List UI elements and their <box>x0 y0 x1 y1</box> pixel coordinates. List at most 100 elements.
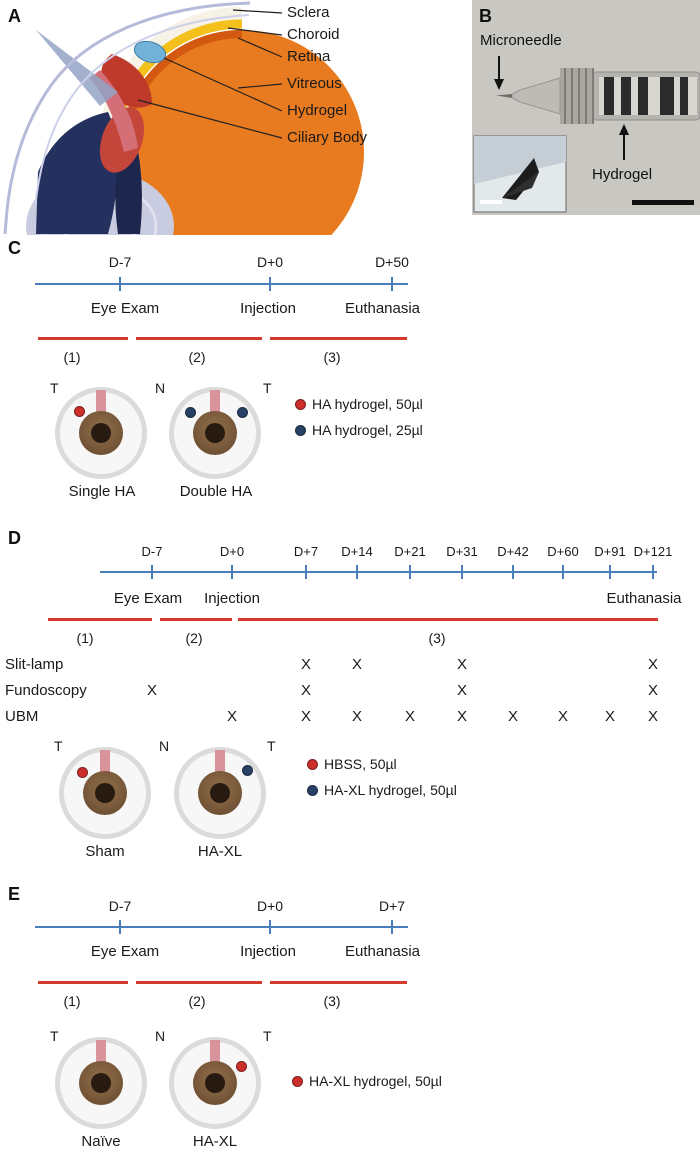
injection-dot-red <box>77 767 88 778</box>
phase-bar <box>270 337 407 340</box>
cornea-outline <box>3 1 251 235</box>
phase-bar <box>38 981 128 984</box>
exam-mark: X <box>604 708 615 725</box>
phase-bar <box>136 337 262 340</box>
tick <box>609 565 611 579</box>
phase-label: (3) <box>428 630 446 646</box>
exam-row-label: Fundoscopy <box>5 682 87 699</box>
pupil <box>95 783 115 803</box>
phase-bar <box>136 981 262 984</box>
tick-label: D+0 <box>219 544 245 559</box>
anatomy-label-vitreous: Vitreous <box>287 75 342 92</box>
tick <box>512 565 514 579</box>
injection-strip <box>210 390 220 412</box>
injection-dot-blue <box>237 407 248 418</box>
phase-bar <box>160 618 232 621</box>
tick <box>356 565 358 579</box>
injection-dot-blue <box>185 407 196 418</box>
anatomy-label-choroid: Choroid <box>287 26 340 43</box>
legend-dot-red <box>292 1076 303 1087</box>
tick-label: D-7 <box>108 898 132 914</box>
injection-dot-red <box>74 406 85 417</box>
phase-label: (3) <box>323 993 341 1009</box>
panel-e-letter: E <box>8 884 21 904</box>
event-label: Eye Exam <box>90 300 160 317</box>
phase-bar <box>238 618 658 621</box>
luer-collar <box>560 68 594 124</box>
tick-label: D-7 <box>108 254 132 270</box>
panel-c-letter: C <box>8 238 21 258</box>
panel-b-letter: B <box>479 6 492 26</box>
legend-label: HBSS, 50µl <box>324 756 397 772</box>
panel-a-letter: A <box>8 6 21 26</box>
exam-row-label: Slit-lamp <box>5 656 64 673</box>
phase-label: (2) <box>188 349 206 365</box>
anatomy-label-ciliary-body: Ciliary Body <box>287 129 368 146</box>
exam-mark: X <box>456 656 467 673</box>
event-label: Eye Exam <box>90 943 160 960</box>
exam-mark: X <box>647 682 658 699</box>
tick-label: D+7 <box>378 898 406 914</box>
side-label-temporal: T <box>263 380 272 396</box>
eye-diagram-single-ha <box>55 387 147 479</box>
panel-d-letter: D <box>8 528 21 548</box>
legend-dot-red <box>307 759 318 770</box>
exam-mark: X <box>300 682 311 699</box>
eye-anatomy-illustration <box>3 1 364 235</box>
vitreous-body <box>120 30 364 235</box>
event-label: Euthanasia <box>606 590 682 607</box>
phase-label: (2) <box>185 630 203 646</box>
phase-label: (1) <box>63 993 81 1009</box>
phase-label: (2) <box>188 993 206 1009</box>
phase-label: (1) <box>63 349 81 365</box>
tick <box>409 565 411 579</box>
exam-mark: X <box>507 708 518 725</box>
event-label: Euthanasia <box>344 300 421 317</box>
tick <box>391 920 393 934</box>
anatomy-label-retina: Retina <box>287 48 331 65</box>
event-label: Injection <box>204 590 260 607</box>
tick-label: D+0 <box>256 254 284 270</box>
legend-label: HA hydrogel, 25µl <box>312 422 423 438</box>
pupil <box>91 1073 111 1093</box>
eye-name: Double HA <box>179 483 253 500</box>
tick-label: D+21 <box>394 544 426 559</box>
eye-diagram-ha-xl <box>169 1037 261 1129</box>
tick-label: D+121 <box>633 544 673 559</box>
phase-label: (3) <box>323 349 341 365</box>
phase-bar <box>270 981 407 984</box>
exam-mark: X <box>300 708 311 725</box>
exam-mark: X <box>146 682 157 699</box>
injection-strip <box>215 750 225 772</box>
eye-name: HA-XL <box>197 843 243 860</box>
injection-strip <box>96 1040 106 1062</box>
injection-strip <box>100 750 110 772</box>
side-label-nasal: N <box>155 380 166 396</box>
tick <box>231 565 233 579</box>
tick-label: D+50 <box>375 254 409 270</box>
tick-label: D+7 <box>293 544 319 559</box>
side-label-nasal: N <box>155 1028 166 1044</box>
tick-label: D+42 <box>497 544 529 559</box>
phase-bar <box>48 618 152 621</box>
exam-row-label: UBM <box>5 708 39 725</box>
anatomy-label-hydrogel: Hydrogel <box>287 102 348 119</box>
tick <box>269 277 271 291</box>
scale-bar-white <box>480 200 502 204</box>
pupil <box>205 423 225 443</box>
eye-diagram-double-ha <box>169 387 261 479</box>
timeline <box>35 926 408 928</box>
injection-strip <box>96 390 106 412</box>
pupil <box>91 423 111 443</box>
eye-name: Naïve <box>81 1133 121 1150</box>
exam-mark: X <box>226 708 237 725</box>
eye-name: Single HA <box>68 483 136 500</box>
pupil <box>210 783 230 803</box>
tick <box>151 565 153 579</box>
injection-dot-red <box>236 1061 247 1072</box>
microneedle-photo <box>472 0 700 215</box>
legend-label: HA hydrogel, 50µl <box>312 396 423 412</box>
injection-strip <box>210 1040 220 1062</box>
exam-mark: X <box>300 656 311 673</box>
eye-name: HA-XL <box>192 1133 238 1150</box>
